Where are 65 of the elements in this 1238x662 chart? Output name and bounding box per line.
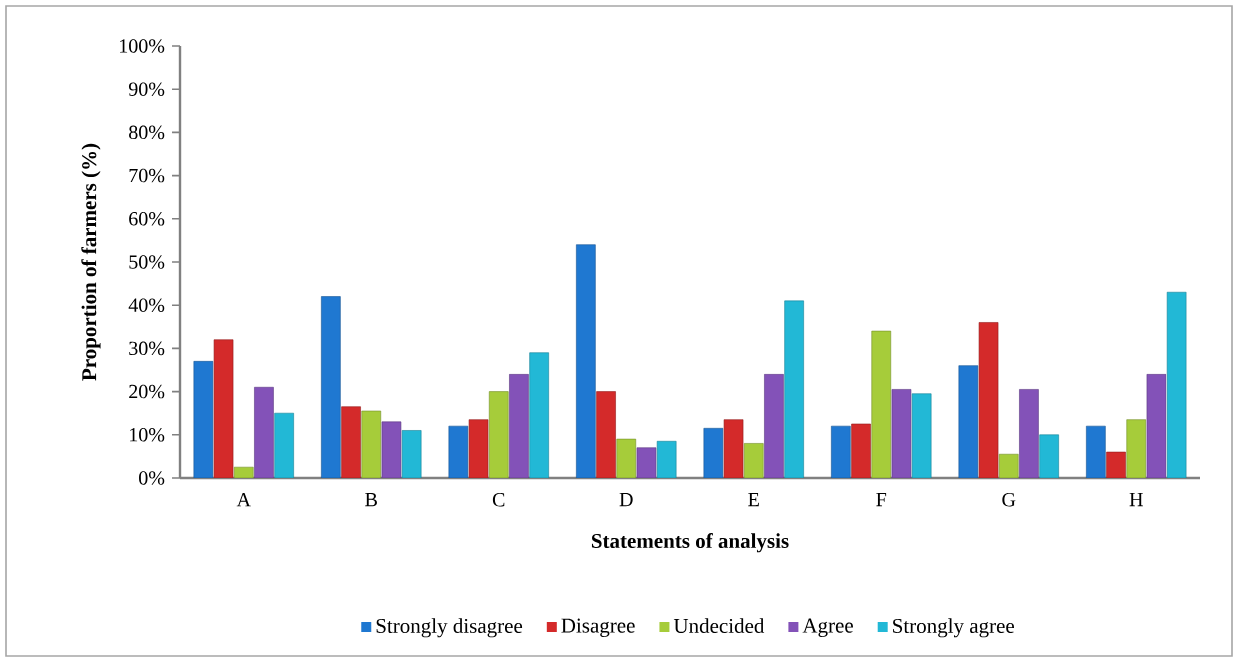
x-tick-label: H [1129, 493, 1143, 507]
bar [529, 352, 549, 478]
legend-label: Disagree [561, 618, 635, 637]
x-tick-label: F [876, 493, 887, 507]
bar [851, 423, 871, 478]
bar [274, 412, 294, 478]
bar [596, 391, 616, 478]
bar [616, 438, 637, 478]
bar [656, 440, 677, 478]
bar [361, 410, 382, 478]
y-tick-label: 0% [139, 471, 165, 485]
x-tick-label: G [1002, 493, 1016, 507]
bar [1086, 425, 1106, 478]
bar [193, 361, 214, 478]
y-tick-label: 30% [129, 341, 165, 356]
y-tick-label: 60% [129, 212, 165, 226]
y-tick-label: 80% [129, 125, 165, 140]
bar [1126, 419, 1147, 478]
x-tick-label: C [492, 493, 505, 507]
y-tick-label: 40% [128, 298, 165, 312]
bar [978, 322, 999, 478]
legend-label: Strongly disagree [376, 618, 523, 638]
y-tick-label: 10% [130, 428, 165, 442]
bar [891, 389, 912, 478]
y-tick-label: 50% [129, 255, 165, 269]
bar [784, 300, 804, 478]
bar [233, 466, 254, 478]
x-tick-label: D [619, 493, 633, 507]
x-tick-label: E [748, 493, 759, 507]
bar [831, 425, 851, 478]
bar [1039, 434, 1059, 478]
legend-label: Undecided [673, 618, 765, 634]
y-tick-label: 100% [120, 39, 165, 53]
legend-label: Strongly agree [893, 618, 1014, 638]
bar [1019, 389, 1039, 478]
bar [871, 330, 892, 478]
bar [401, 430, 422, 478]
y-axis-title: Proportion of farmers (%) [81, 143, 101, 381]
bar [743, 443, 764, 478]
bar [723, 419, 744, 478]
y-tick-label: 70% [129, 168, 165, 183]
bar [254, 386, 274, 478]
bar [703, 428, 724, 478]
y-tick-label: 20% [129, 384, 165, 399]
bar [509, 374, 529, 478]
bar [958, 365, 979, 478]
bar [764, 374, 784, 478]
bar [998, 453, 1019, 478]
x-tick-label: B [365, 493, 377, 507]
bar [448, 425, 469, 478]
y-tick-label: 90% [128, 82, 165, 96]
bar [488, 391, 509, 478]
bar [911, 393, 932, 478]
x-tick-label: A [236, 493, 251, 507]
legend-label: Agree [802, 618, 853, 637]
bar [213, 339, 234, 478]
bar [468, 419, 489, 478]
bar [321, 296, 341, 478]
bar [381, 421, 402, 478]
bar [1106, 451, 1126, 478]
bar [341, 406, 361, 478]
bar [576, 244, 596, 478]
x-axis-title: Statements of analysis [591, 533, 789, 553]
bar [1146, 374, 1167, 478]
bar [636, 447, 657, 478]
